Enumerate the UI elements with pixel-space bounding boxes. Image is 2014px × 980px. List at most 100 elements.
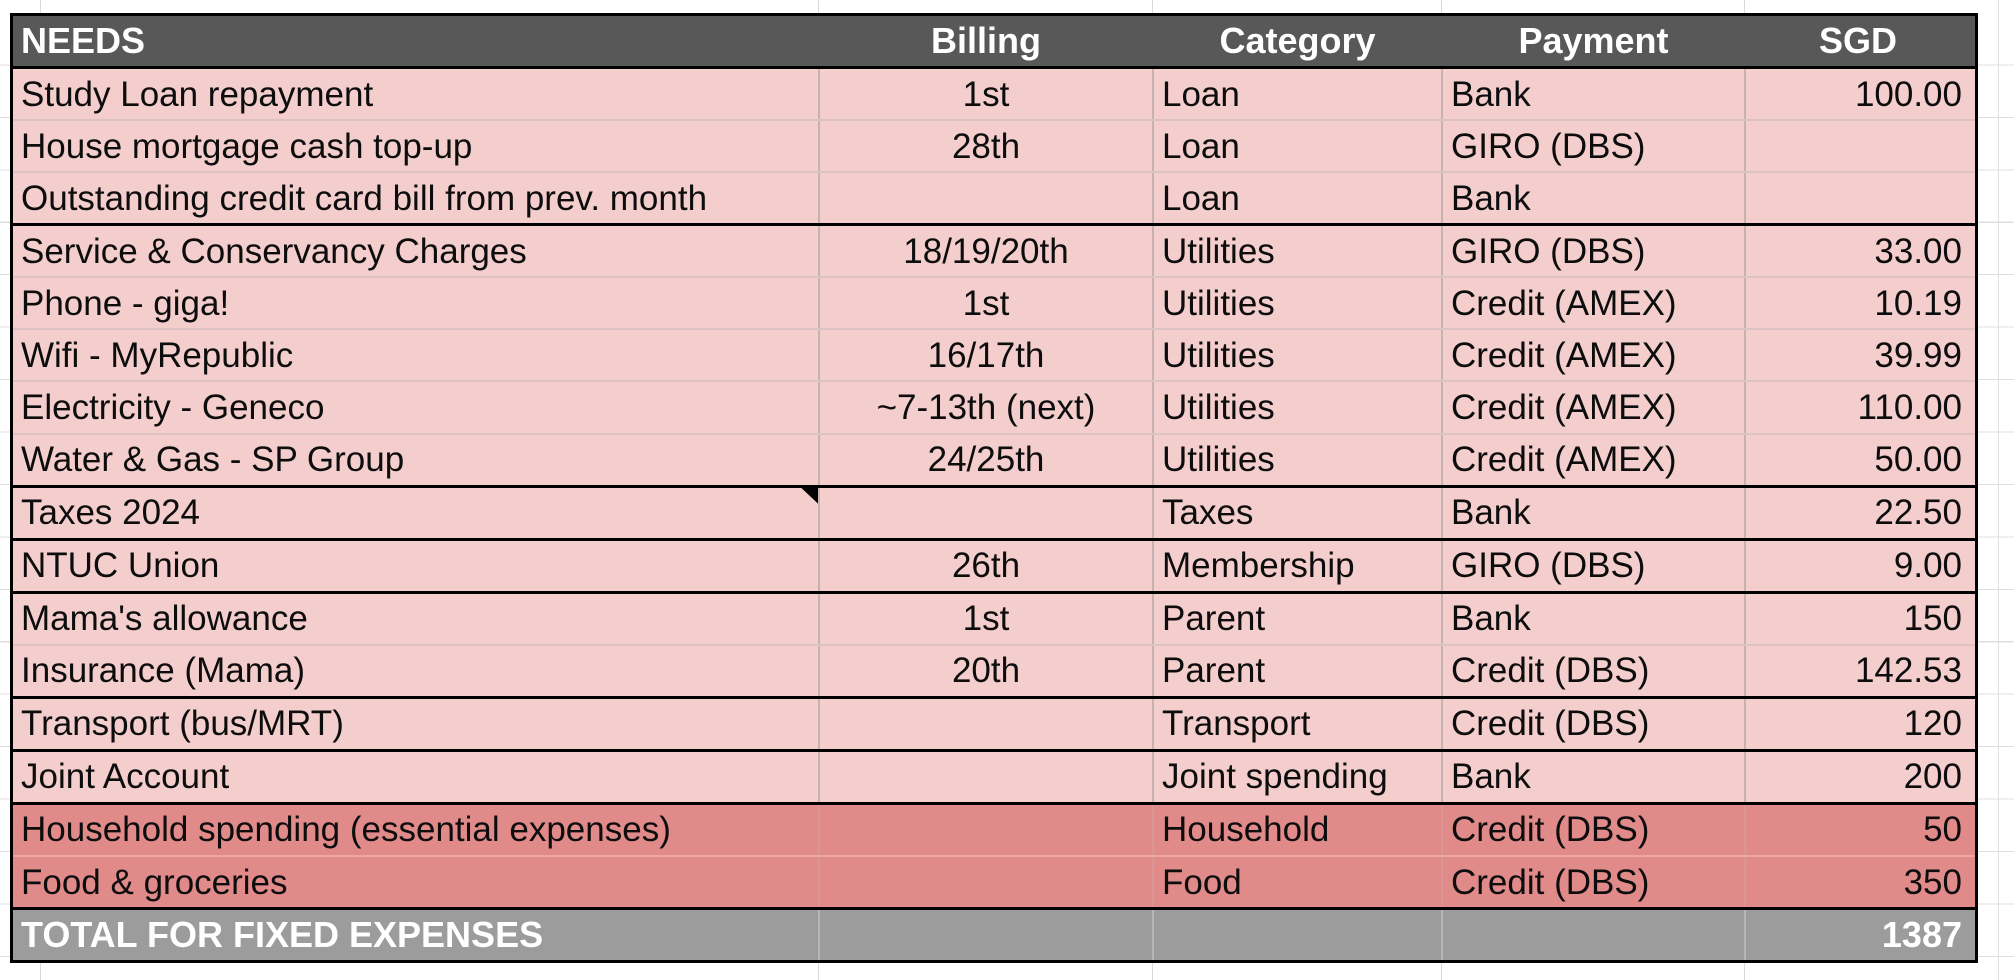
cell-billing[interactable] (818, 173, 1152, 224)
cell-sgd[interactable]: 33.00 (1744, 226, 1975, 277)
header-cell-payment[interactable]: Payment (1518, 20, 1669, 62)
cell-payment[interactable]: GIRO (DBS) (1441, 226, 1744, 277)
cell-payment[interactable]: Credit (AMEX) (1441, 278, 1744, 329)
cell-category[interactable]: Utilities (1152, 278, 1441, 329)
total-payment-cell[interactable] (1441, 910, 1744, 961)
cell-name[interactable]: Joint Account (21, 757, 230, 797)
cell-category[interactable]: Food (1152, 857, 1441, 908)
sheet-gridline (1152, 0, 1153, 13)
cell-payment[interactable]: Credit (DBS) (1441, 698, 1744, 749)
cell-sgd[interactable]: 10.19 (1744, 278, 1975, 329)
cell-sgd[interactable] (1744, 173, 1975, 224)
cell-sgd[interactable]: 142.53 (1744, 645, 1975, 696)
sheet-gridline (1441, 0, 1442, 13)
cell-name[interactable]: Outstanding credit card bill from prev. … (21, 178, 708, 218)
cell-category[interactable]: Parent (1152, 645, 1441, 696)
cell-sgd[interactable]: 9.00 (1744, 540, 1975, 591)
sheet-gridline (1998, 0, 1999, 980)
cell-category[interactable]: Membership (1152, 540, 1441, 591)
cell-sgd[interactable]: 39.99 (1744, 330, 1975, 381)
cell-billing[interactable] (818, 857, 1152, 908)
cell-category[interactable]: Loan (1152, 173, 1441, 224)
cell-billing[interactable]: ~7-13th (next) (818, 382, 1152, 433)
cell-payment[interactable]: Credit (AMEX) (1441, 382, 1744, 433)
cell-category[interactable]: Utilities (1152, 382, 1441, 433)
cell-name[interactable]: House mortgage cash top-up (21, 126, 473, 166)
cell-category[interactable]: Utilities (1152, 330, 1441, 381)
cell-payment[interactable]: Credit (DBS) (1441, 645, 1744, 696)
cell-payment[interactable]: Bank (1441, 69, 1744, 120)
header-cell-needs[interactable]: NEEDS (21, 20, 146, 62)
table-row: Insurance (Mama) 20th Parent Credit (DBS) 14… (13, 645, 1975, 699)
cell-category[interactable]: Loan (1152, 69, 1441, 120)
cell-billing[interactable]: 16/17th (818, 330, 1152, 381)
cell-payment[interactable]: Bank (1441, 173, 1744, 224)
cell-billing[interactable] (818, 698, 1152, 749)
cell-billing[interactable]: 20th (818, 645, 1152, 696)
cell-payment[interactable]: Bank (1441, 487, 1744, 538)
sheet-gridline (1152, 963, 1153, 980)
cell-sgd[interactable]: 200 (1744, 751, 1975, 802)
cell-category[interactable]: Joint spending (1152, 751, 1441, 802)
total-billing-cell[interactable] (818, 910, 1152, 961)
table-row: Study Loan repayment 1st Loan Bank 100.00 (13, 69, 1975, 122)
cell-name[interactable]: Insurance (Mama) (21, 651, 305, 691)
cell-payment[interactable]: GIRO (DBS) (1441, 540, 1744, 591)
cell-sgd[interactable]: 110.00 (1744, 382, 1975, 433)
cell-category[interactable]: Utilities (1152, 434, 1441, 485)
cell-payment[interactable]: GIRO (DBS) (1441, 121, 1744, 172)
cell-name[interactable]: Phone - giga! (21, 283, 230, 323)
cell-category[interactable]: Taxes (1152, 487, 1441, 538)
header-cell-sgd[interactable]: SGD (1818, 20, 1897, 62)
cell-billing[interactable]: 28th (818, 121, 1152, 172)
cell-payment[interactable]: Credit (DBS) (1441, 857, 1744, 908)
cell-name[interactable]: Transport (bus/MRT) (21, 704, 344, 744)
cell-category[interactable]: Transport (1152, 698, 1441, 749)
cell-category[interactable]: Utilities (1152, 226, 1441, 277)
cell-payment[interactable]: Credit (AMEX) (1441, 330, 1744, 381)
cell-billing[interactable]: 1st (818, 278, 1152, 329)
cell-sgd[interactable]: 350 (1744, 857, 1975, 908)
cell-name[interactable]: Food & groceries (21, 862, 288, 902)
cell-sgd[interactable] (1744, 121, 1975, 172)
cell-name[interactable]: Taxes 2024 (21, 493, 201, 533)
cell-payment[interactable]: Bank (1441, 593, 1744, 644)
table-total-row: TOTAL FOR FIXED EXPENSES 1387 (13, 910, 1975, 961)
cell-billing[interactable]: 26th (818, 540, 1152, 591)
cell-name[interactable]: Service & Conservancy Charges (21, 231, 527, 271)
cell-category[interactable]: Household (1152, 804, 1441, 855)
cell-name[interactable]: Household spending (essential expenses) (21, 810, 671, 850)
cell-billing[interactable] (818, 487, 1152, 538)
header-cell-billing[interactable]: Billing (931, 20, 1041, 62)
cell-billing[interactable]: 18/19/20th (818, 226, 1152, 277)
cell-billing[interactable]: 1st (818, 593, 1152, 644)
cell-payment[interactable]: Credit (AMEX) (1441, 434, 1744, 485)
cell-billing[interactable] (818, 751, 1152, 802)
cell-name[interactable]: NTUC Union (21, 546, 220, 586)
total-label-cell[interactable]: TOTAL FOR FIXED EXPENSES (21, 914, 544, 956)
table-row: Joint Account Joint spending Bank 200 (13, 751, 1975, 805)
cell-sgd[interactable]: 120 (1744, 698, 1975, 749)
cell-name[interactable]: Wifi - MyRepublic (21, 335, 294, 375)
cell-category[interactable]: Loan (1152, 121, 1441, 172)
total-sgd-cell[interactable]: 1387 (1744, 910, 1975, 961)
total-category-cell[interactable] (1152, 910, 1441, 961)
cell-sgd[interactable]: 150 (1744, 593, 1975, 644)
cell-billing[interactable]: 24/25th (818, 434, 1152, 485)
cell-sgd[interactable]: 50.00 (1744, 434, 1975, 485)
cell-name[interactable]: Study Loan repayment (21, 74, 374, 114)
cell-sgd[interactable]: 22.50 (1744, 487, 1975, 538)
cell-sgd[interactable]: 50 (1744, 804, 1975, 855)
cell-name[interactable]: Water & Gas - SP Group (21, 440, 405, 480)
cell-name[interactable]: Electricity - Geneco (21, 387, 325, 427)
header-cell-category[interactable]: Category (1219, 20, 1376, 62)
cell-category[interactable]: Parent (1152, 593, 1441, 644)
cell-billing[interactable] (818, 804, 1152, 855)
sheet-gridline (1744, 963, 1745, 980)
cell-billing[interactable]: 1st (818, 69, 1152, 120)
cell-payment[interactable]: Credit (DBS) (1441, 804, 1744, 855)
table-row: Water & Gas - SP Group 24/25th Utilities Cr… (13, 434, 1975, 488)
cell-sgd[interactable]: 100.00 (1744, 69, 1975, 120)
cell-payment[interactable]: Bank (1441, 751, 1744, 802)
cell-name[interactable]: Mama's allowance (21, 599, 308, 639)
